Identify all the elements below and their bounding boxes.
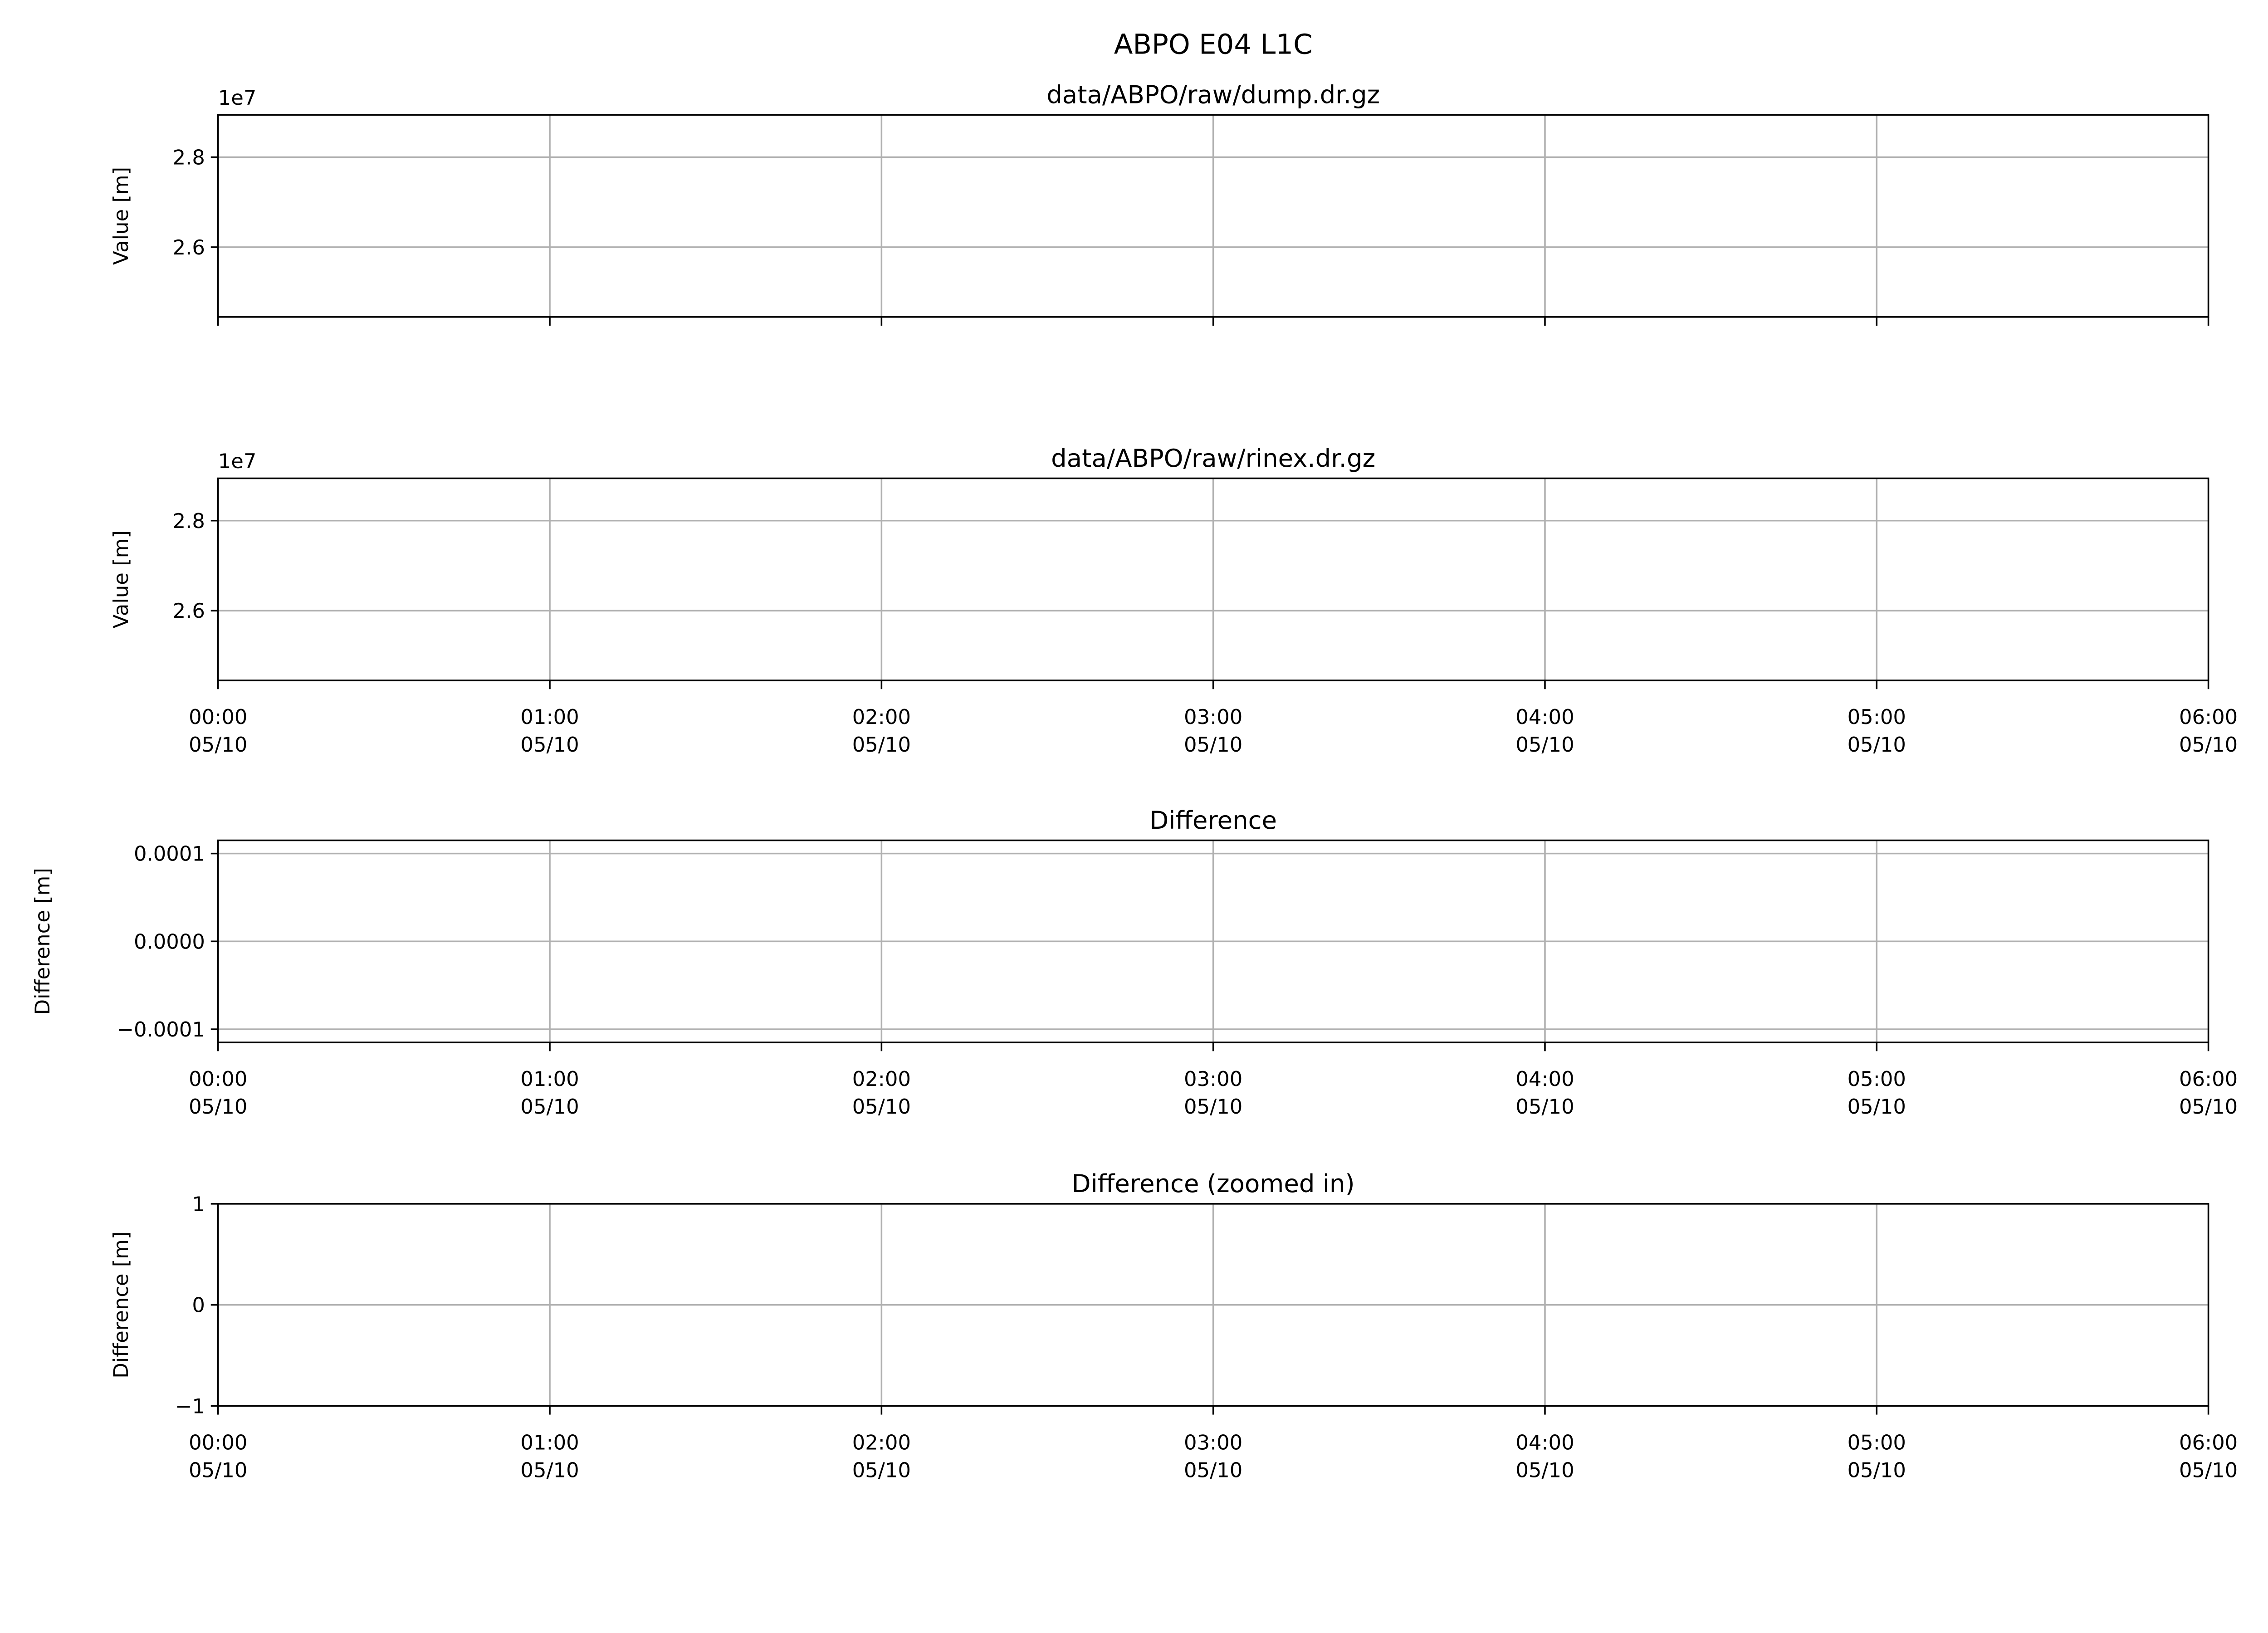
x-tick-label: 05/10	[1515, 733, 1574, 757]
x-tick-label: 04:00	[1515, 1431, 1574, 1455]
subplot-title: data/ABPO/raw/rinex.dr.gz	[1051, 444, 1375, 473]
x-tick-label: 05/10	[2179, 1458, 2238, 1482]
x-tick-label: 05/10	[520, 1095, 579, 1119]
figure-suptitle: ABPO E04 L1C	[1114, 29, 1313, 61]
x-tick-label: 05/10	[852, 1095, 911, 1119]
y-tick-label: 0	[192, 1293, 205, 1317]
x-tick-label: 01:00	[520, 705, 579, 729]
x-tick-label: 05:00	[1848, 1431, 1906, 1455]
y-axis-label: Difference [m]	[30, 868, 54, 1015]
x-tick-label: 05/10	[1184, 733, 1242, 757]
x-tick-label: 05/10	[1848, 733, 1906, 757]
x-tick-label: 05/10	[520, 1458, 579, 1482]
x-tick-label: 06:00	[2179, 1067, 2238, 1091]
x-tick-label: 05/10	[1515, 1458, 1574, 1482]
x-tick-label: 00:00	[189, 1431, 247, 1455]
x-tick-label: 03:00	[1184, 1431, 1242, 1455]
x-tick-label: 05/10	[189, 1458, 247, 1482]
x-tick-label: 05:00	[1848, 1067, 1906, 1091]
y-tick-label: 0.0001	[134, 842, 205, 866]
x-tick-label: 05/10	[1515, 1095, 1574, 1119]
subplot-3: −0.0001 0.0000 0.0001 00:00 05/10 01:00 05/10 0…	[30, 806, 2238, 1119]
x-tick-label: 06:00	[2179, 1431, 2238, 1455]
subplot-1: 2.6 2.8 data/ABPO/raw/dump.dr.gz 1e7 Value […	[109, 80, 2209, 326]
y-axis-label: Value [m]	[109, 530, 133, 628]
subplots: 2.6 2.8 data/ABPO/raw/dump.dr.gz 1e7 Value […	[30, 80, 2238, 1482]
x-tick-label: 01:00	[520, 1067, 579, 1091]
y-tick-label: −1	[175, 1394, 205, 1418]
subplot-2: 2.6 2.8 00:00 05/10 01:00 05/10 02:00 05/10 03:0…	[109, 444, 2238, 757]
y-tick-label: 0.0000	[134, 929, 205, 953]
x-tick-label: 01:00	[520, 1431, 579, 1455]
x-tick-label: 05/10	[1848, 1095, 1906, 1119]
x-tick-label: 05/10	[189, 733, 247, 757]
y-offset-label: 1e7	[218, 86, 257, 110]
subplot-title: Difference	[1149, 806, 1277, 835]
y-offset-label: 1e7	[218, 449, 257, 473]
y-tick-label: 1	[192, 1192, 205, 1216]
y-tick-label: 2.6	[173, 599, 205, 623]
y-tick-label: 2.8	[173, 509, 205, 533]
x-tick-label: 05/10	[852, 1458, 911, 1482]
y-tick-label: 2.6	[173, 235, 205, 259]
y-tick-label: −0.0001	[117, 1017, 205, 1041]
figure: ABPO E04 L1C 2.6 2.8 data/ABPO/raw/dump.dr…	[30, 29, 2238, 1482]
subplot-title: Difference (zoomed in)	[1072, 1169, 1355, 1198]
x-tick-label: 04:00	[1515, 705, 1574, 729]
x-tick-label: 04:00	[1515, 1067, 1574, 1091]
x-tick-label: 05/10	[1848, 1458, 1906, 1482]
x-tick-label: 05/10	[852, 733, 911, 757]
y-tick-label: 2.8	[173, 146, 205, 170]
x-tick-label: 06:00	[2179, 705, 2238, 729]
x-tick-label: 05/10	[1184, 1458, 1242, 1482]
x-tick-label: 03:00	[1184, 705, 1242, 729]
x-tick-label: 03:00	[1184, 1067, 1242, 1091]
x-tick-label: 02:00	[852, 1067, 911, 1091]
x-tick-label: 05/10	[1184, 1095, 1242, 1119]
x-tick-label: 05:00	[1848, 705, 1906, 729]
x-tick-label: 05/10	[189, 1095, 247, 1119]
x-tick-label: 00:00	[189, 1067, 247, 1091]
y-axis-label: Difference [m]	[109, 1231, 133, 1378]
y-axis-label: Value [m]	[109, 167, 133, 265]
subplot-title: data/ABPO/raw/dump.dr.gz	[1046, 80, 1380, 109]
x-tick-label: 05/10	[2179, 1095, 2238, 1119]
subplot-4: −1 0 1 00:00 05/10 01:00 05/10 02:00 05/10 03:00 0…	[109, 1169, 2238, 1482]
x-tick-label: 02:00	[852, 1431, 911, 1455]
x-tick-label: 05/10	[520, 733, 579, 757]
x-tick-label: 02:00	[852, 705, 911, 729]
x-tick-label: 00:00	[189, 705, 247, 729]
x-tick-label: 05/10	[2179, 733, 2238, 757]
